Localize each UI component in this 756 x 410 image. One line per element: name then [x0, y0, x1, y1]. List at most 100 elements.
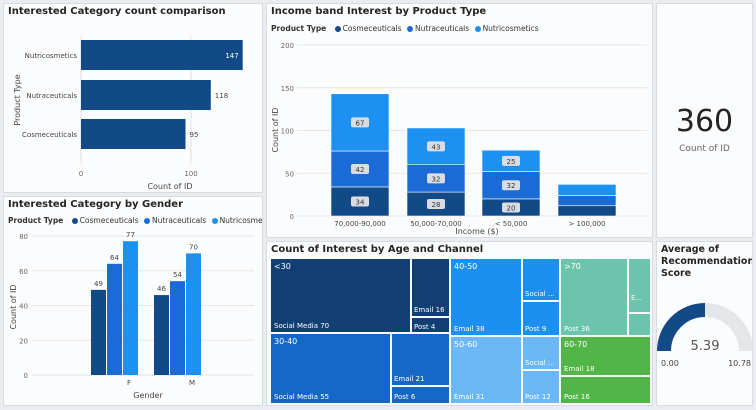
category-bar-chart: Product Type Count of ID 0 100 Nutricosm…	[13, 36, 243, 191]
tile-label: E...	[631, 294, 643, 302]
legend-item[interactable]: Cosmeceuticals	[79, 216, 139, 225]
bar-segment[interactable]	[557, 195, 617, 207]
data-label: 25	[507, 158, 516, 166]
data-label-bg	[351, 196, 369, 207]
y-tick: 0	[24, 372, 28, 380]
tile-group-label: 60-70	[564, 340, 588, 349]
y-tick: 20	[19, 337, 28, 345]
data-label: 34	[356, 198, 365, 206]
income-band-card[interactable]: Income band Interest by Product Type Pro…	[266, 3, 653, 238]
treemap-tile[interactable]: 40-50 Email 38	[450, 258, 522, 336]
tile-label: Social ...	[525, 359, 555, 367]
data-label: 64	[110, 254, 119, 262]
data-label: 32	[432, 175, 441, 183]
data-label: 95	[190, 131, 199, 139]
tile-label: Email 38	[454, 325, 485, 333]
bar[interactable]	[81, 119, 186, 149]
bar[interactable]	[170, 281, 185, 375]
x-tick: 100	[184, 170, 197, 178]
legend-item[interactable]: Nutraceuticals	[151, 216, 207, 225]
data-label-bg	[427, 141, 445, 152]
bar-segment[interactable]	[557, 184, 617, 196]
recommendation-gauge-card[interactable]: Average of Recommendation Score 5.39 0.0…	[656, 241, 753, 406]
tile-group-label: 50-60	[454, 340, 478, 349]
tile-group-label: 40-50	[454, 262, 478, 271]
tile-label: Post 36	[564, 325, 590, 333]
bar[interactable]	[107, 263, 122, 375]
treemap-tile[interactable]: 60-70 Email 18	[560, 336, 651, 376]
data-label-bg	[427, 173, 445, 184]
bar[interactable]	[123, 241, 138, 375]
treemap-tile[interactable]: >70 Post 36	[560, 258, 628, 336]
y-tick: 0	[290, 213, 294, 221]
treemap-tile[interactable]: E...	[628, 258, 651, 313]
kpi-label: Count of ID	[679, 144, 730, 154]
bar[interactable]	[91, 289, 106, 375]
treemap-tile[interactable]: Social ...	[522, 258, 560, 301]
tile-label: Post 6	[394, 393, 416, 401]
data-label-bg	[351, 117, 369, 128]
tile-group-label: <30	[274, 262, 291, 271]
kpi-card[interactable]: 360 Count of ID	[656, 3, 753, 238]
bar[interactable]	[81, 80, 211, 110]
data-label: 49	[94, 280, 103, 288]
category-count-card[interactable]: Interested Category count comparison Pro…	[3, 3, 263, 193]
y-axis-label: Count of ID	[9, 284, 18, 329]
legend-dot-icon	[211, 217, 218, 224]
gender-card[interactable]: Interested Category by Gender Product Ty…	[3, 196, 263, 406]
y-tick: 200	[281, 42, 294, 50]
treemap-tile[interactable]: <30 Social Media 70	[270, 258, 411, 333]
treemap-tile[interactable]: Email 16	[411, 258, 450, 317]
kpi-value: 360	[675, 104, 734, 139]
bar[interactable]	[154, 295, 169, 375]
category-label: 70,000-90,000	[334, 220, 386, 228]
y-tick: 50	[285, 170, 294, 178]
treemap-tile[interactable]: Post 12	[522, 370, 560, 404]
gauge-min: 0.00	[661, 359, 679, 368]
tile-label: Post 4	[414, 323, 436, 331]
data-label: 28	[432, 201, 441, 209]
legend-title: Product Type	[271, 24, 327, 33]
bar[interactable]	[186, 253, 201, 375]
y-axis-label: Count of ID	[271, 107, 280, 152]
data-label-bg	[502, 155, 520, 166]
legend-dot-icon	[143, 217, 150, 224]
gender-clustered-chart: 0 20 40 60 80 Count of ID Gender 49 64 77 F 46 54…	[9, 231, 254, 400]
legend-item[interactable]: Cosmeceuticals	[342, 24, 402, 33]
gauge-value: 5.39	[691, 339, 720, 354]
treemap-tile[interactable]: Post 9	[522, 301, 560, 336]
bar[interactable]	[81, 40, 243, 70]
treemap-tile[interactable]: Post 16	[560, 376, 651, 404]
data-label-bg	[427, 199, 445, 210]
legend-item[interactable]: Nutricosmetics	[219, 216, 263, 225]
treemap-tile[interactable]: Email 21	[391, 333, 450, 386]
treemap-tile[interactable]: 50-60 Email 31	[450, 336, 522, 404]
data-label: 43	[432, 143, 441, 151]
tile-group-label: >70	[564, 262, 581, 271]
bar-segment[interactable]	[557, 205, 617, 217]
category-label: 50,000-70,000	[410, 220, 462, 228]
treemap-tile[interactable]: Post 4	[411, 317, 450, 333]
tile-label: Email 18	[564, 365, 595, 373]
x-tick: 0	[79, 170, 83, 178]
data-label: 42	[356, 166, 365, 174]
chart-legend: Product Type Cosmeceuticals Nutraceutica…	[8, 216, 263, 225]
data-label: 32	[507, 182, 516, 190]
tile-label: Email 16	[414, 306, 445, 314]
gauge-chart: 5.39 0.00 10.78	[657, 303, 752, 368]
legend-item[interactable]: Nutricosmetics	[482, 24, 539, 33]
legend-dot-icon	[406, 25, 413, 32]
category-label: Nutricosmetics	[25, 52, 78, 60]
x-axis-label: Gender	[133, 391, 163, 400]
y-tick: 60	[19, 268, 28, 276]
treemap-tile[interactable]: Social ...	[522, 336, 560, 370]
treemap-tile[interactable]	[628, 313, 651, 336]
legend-item[interactable]: Nutraceuticals	[414, 24, 470, 33]
tile-label: Email 21	[394, 375, 425, 383]
category-label: > 100,000	[568, 220, 605, 228]
data-label: 147	[225, 52, 238, 60]
age-channel-card[interactable]: Count of Interest by Age and Channel <30…	[266, 241, 653, 406]
treemap-tile[interactable]: Post 6	[391, 386, 450, 404]
treemap-tile[interactable]: 30-40 Social Media 55	[270, 333, 391, 404]
data-label: 54	[173, 271, 182, 279]
